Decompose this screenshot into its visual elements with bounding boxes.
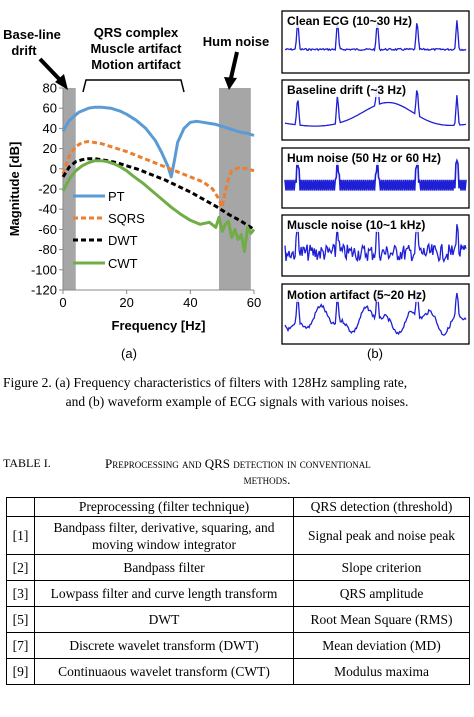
signal-label-baseline: Baseline drift (~3 Hz) bbox=[286, 83, 408, 97]
y-tick-label: -120 bbox=[31, 283, 57, 298]
x-axis-title: Frequency [Hz] bbox=[112, 318, 206, 333]
arrowhead-baseline bbox=[55, 74, 68, 90]
qrs-cell: Modulus maxima bbox=[293, 658, 470, 685]
chart-series bbox=[61, 105, 256, 254]
table-row: [2] Bandpass filter Slope criterion bbox=[6, 554, 470, 581]
panel-b-label: (b) bbox=[367, 346, 383, 361]
legend-label-sqrs: SQRS bbox=[108, 211, 145, 226]
annotation-baseline-line2: drift bbox=[11, 43, 37, 58]
y-tick-label: -100 bbox=[31, 262, 57, 277]
ref-cell: [3] bbox=[6, 580, 35, 607]
y-tick-label: 20 bbox=[43, 141, 57, 156]
y-tick-label: 40 bbox=[43, 121, 57, 136]
preprocessing-cell: Lowpass filter and curve length transfor… bbox=[34, 580, 294, 607]
table-row: [9] Continuaous wavelet transform (CWT) … bbox=[6, 658, 470, 685]
y-tick-label: -40 bbox=[38, 202, 57, 217]
annotation-hum-noise: Hum noise bbox=[203, 34, 269, 90]
header-ref bbox=[6, 497, 35, 517]
header-preprocessing: Preprocessing (filter technique) bbox=[34, 497, 294, 517]
ref-cell: [1] bbox=[6, 516, 35, 555]
y-tick-label: -80 bbox=[38, 242, 57, 257]
arrow-baseline bbox=[38, 57, 64, 84]
shaded-band-0 bbox=[63, 88, 76, 290]
series-line-sqrs bbox=[61, 140, 255, 209]
noise-bands bbox=[63, 88, 251, 290]
annotation-baseline-line1: Base-line bbox=[3, 27, 61, 42]
preprocessing-cell: Bandpass filter bbox=[34, 554, 294, 581]
table-row: [3] Lowpass filter and curve length tran… bbox=[6, 580, 470, 607]
series-line-pt bbox=[61, 105, 255, 179]
panel-a-label: (a) bbox=[121, 346, 137, 361]
table-row: [1] Bandpass filter, derivative, squarin… bbox=[6, 516, 470, 555]
ref-cell: [2] bbox=[6, 554, 35, 581]
y-tick-label: 80 bbox=[43, 81, 57, 96]
chart-legend: PT SQRS DWT CWT bbox=[73, 189, 145, 271]
x-tick-label: 40 bbox=[183, 295, 197, 310]
qrs-cell: QRS amplitude bbox=[293, 580, 470, 607]
annotation-qrs-line1: QRS complex bbox=[94, 25, 179, 40]
arrowhead-hum bbox=[224, 77, 237, 90]
table-title-continued: methods. bbox=[243, 472, 291, 487]
signal-label-muscle: Muscle noise (10~1 kHz) bbox=[286, 218, 427, 232]
y-tick-label: -20 bbox=[38, 182, 57, 197]
annotation-qrs: QRS complex Muscle artifact Motion artif… bbox=[82, 25, 185, 93]
y-tick-label: 60 bbox=[43, 101, 57, 116]
qrs-bracket bbox=[82, 79, 185, 93]
figure-caption-line1: Figure 2. (a) Frequency characteristics … bbox=[3, 375, 408, 390]
y-tick-label: -60 bbox=[38, 222, 57, 237]
annotation-hum-text: Hum noise bbox=[203, 34, 269, 49]
x-tick-label: 60 bbox=[247, 295, 261, 310]
y-axis-title: Magnitude [dB] bbox=[7, 142, 22, 237]
legend-label-pt: PT bbox=[108, 189, 125, 204]
shaded-band-1 bbox=[218, 88, 251, 290]
signal-label-clean: Clean ECG (10~30 Hz) bbox=[286, 14, 414, 28]
preprocessing-cell: Continuaous wavelet transform (CWT) bbox=[34, 658, 294, 685]
header-qrs-detection: QRS detection (threshold) bbox=[293, 497, 470, 517]
preprocessing-cell: Bandpass filter, derivative, squaring, a… bbox=[34, 516, 294, 555]
annotation-baseline-drift: Base-line drift bbox=[3, 27, 68, 90]
table-header-row: Preprocessing (filter technique) QRS det… bbox=[6, 497, 470, 517]
table-row: [5] DWT Root Mean Square (RMS) bbox=[6, 606, 470, 633]
qrs-cell: Slope criterion bbox=[293, 554, 470, 581]
ref-cell: [9] bbox=[6, 658, 35, 685]
qrs-cell: Mean deviation (MD) bbox=[293, 632, 470, 659]
y-tick-label: 0 bbox=[50, 161, 57, 176]
preprocessing-cell: Discrete wavelet transform (DWT) bbox=[34, 632, 294, 659]
qrs-cell: Signal peak and noise peak bbox=[293, 516, 470, 555]
ref-cell: [5] bbox=[6, 606, 35, 633]
qrs-cell: Root Mean Square (RMS) bbox=[293, 606, 470, 633]
preprocessing-cell: DWT bbox=[34, 606, 294, 633]
legend-label-cwt: CWT bbox=[108, 256, 138, 271]
legend-label-dwt: DWT bbox=[108, 233, 138, 248]
arrow-hum bbox=[229, 51, 239, 79]
x-tick-label: 20 bbox=[119, 295, 133, 310]
ref-cell: [7] bbox=[6, 632, 35, 659]
table-title-prefix: TABLE I. bbox=[3, 456, 51, 470]
figure-caption-line2: and (b) waveform example of ECG signals … bbox=[65, 394, 409, 409]
series-line-cwt bbox=[61, 159, 256, 254]
x-tick-label: 0 bbox=[59, 295, 66, 310]
signal-label-motion: Motion artifact (5~20 Hz) bbox=[286, 288, 428, 302]
annotation-qrs-line3: Motion artifact bbox=[91, 57, 181, 72]
signal-label-hum: Hum noise (50 Hz or 60 Hz) bbox=[286, 151, 443, 165]
series-line-dwt bbox=[61, 157, 255, 231]
methods-table: Preprocessing (filter technique) QRS det… bbox=[6, 497, 470, 685]
table-title-main: Preprocessing and QRS detection in conve… bbox=[105, 456, 371, 471]
table-row: [7] Discrete wavelet transform (DWT) Mea… bbox=[6, 632, 470, 659]
annotation-qrs-line2: Muscle artifact bbox=[90, 41, 182, 56]
